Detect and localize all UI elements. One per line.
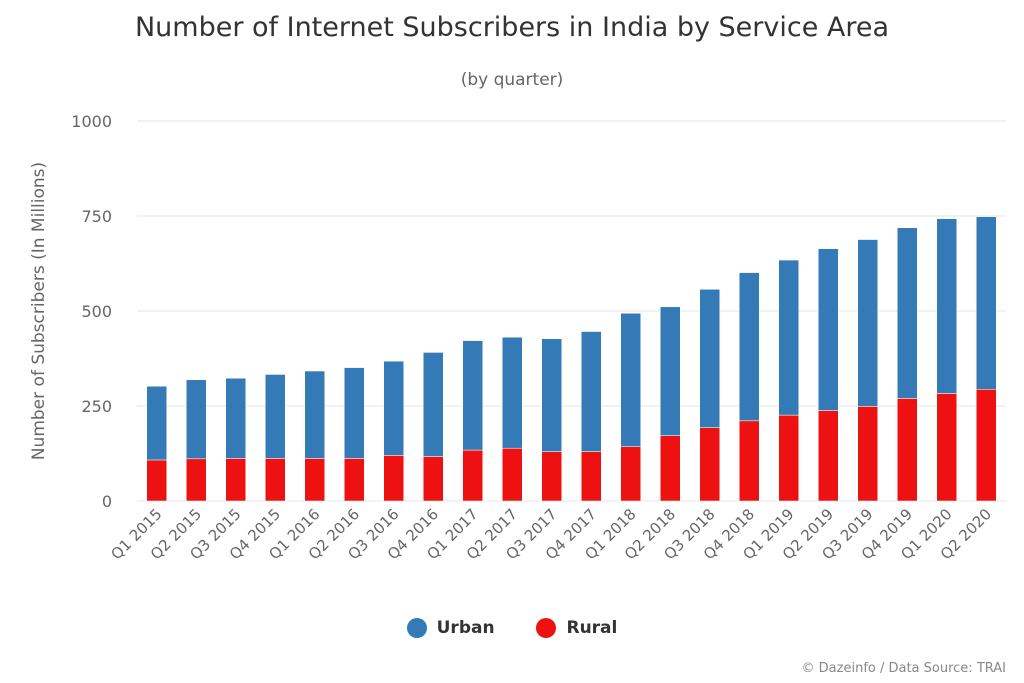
- y-tick-label: 500: [81, 302, 112, 321]
- bar-rural-q3-2017[interactable]: [541, 451, 562, 502]
- bar-rural-q2-2015[interactable]: [186, 458, 207, 502]
- bar-rural-q1-2016[interactable]: [304, 458, 325, 502]
- bar-rural-q3-2016[interactable]: [383, 455, 404, 502]
- bar-urban-q2-2018[interactable]: [660, 306, 681, 436]
- y-tick-label: 1000: [71, 112, 112, 131]
- bar-urban-q1-2016[interactable]: [304, 370, 325, 459]
- bar-urban-q3-2017[interactable]: [541, 338, 562, 452]
- bar-urban-q2-2015[interactable]: [186, 379, 207, 460]
- bar-rural-q1-2018[interactable]: [620, 446, 641, 502]
- bar-urban-q4-2019[interactable]: [897, 227, 918, 399]
- legend: Urban Rural: [0, 618, 1024, 643]
- bar-urban-q4-2018[interactable]: [739, 272, 760, 422]
- bar-urban-q3-2015[interactable]: [225, 378, 246, 459]
- bar-rural-q3-2015[interactable]: [225, 458, 246, 502]
- bar-rural-q2-2016[interactable]: [344, 458, 365, 502]
- legend-marker-urban: [406, 618, 427, 638]
- bar-rural-q2-2019[interactable]: [818, 410, 839, 502]
- bar-rural-q4-2015[interactable]: [265, 458, 286, 502]
- legend-item-urban[interactable]: Urban: [406, 618, 495, 638]
- bar-urban-q2-2019[interactable]: [818, 248, 839, 411]
- bar-rural-q4-2016[interactable]: [423, 456, 444, 502]
- chart-title: Number of Internet Subscribers in India …: [134, 12, 890, 43]
- y-axis-label: Number of Subscribers (In Millions): [29, 162, 49, 460]
- bar-urban-q4-2016[interactable]: [423, 352, 444, 457]
- y-axis-ticks: 0 250 500 750 1000: [71, 112, 112, 511]
- bar-rural-q2-2018[interactable]: [660, 435, 681, 502]
- bar-rural-q4-2017[interactable]: [581, 451, 602, 502]
- bar-rural-q3-2018[interactable]: [699, 427, 720, 502]
- bar-rural-q4-2018[interactable]: [739, 420, 760, 502]
- bar-urban-q1-2020[interactable]: [936, 218, 957, 394]
- bar-urban-q2-2016[interactable]: [344, 367, 365, 459]
- source-credit: © Dazeinfo / Data Source: TRAI: [801, 661, 1006, 676]
- bar-urban-q3-2018[interactable]: [699, 289, 720, 428]
- bar-urban-q2-2020[interactable]: [976, 216, 997, 390]
- bar-urban-q2-2017[interactable]: [502, 336, 523, 449]
- y-tick-label: 0: [102, 492, 112, 511]
- y-tick-label: 750: [81, 207, 112, 226]
- bar-rural-q3-2019[interactable]: [857, 406, 878, 502]
- y-tick-label: 250: [81, 397, 112, 416]
- bar-urban-q1-2017[interactable]: [462, 340, 483, 451]
- bar-rural-q2-2017[interactable]: [502, 447, 523, 502]
- legend-marker-rural: [536, 618, 557, 638]
- bar-rural-q1-2017[interactable]: [462, 449, 483, 502]
- legend-label-rural: Rural: [566, 618, 618, 638]
- bar-rural-q4-2019[interactable]: [897, 398, 918, 502]
- bar-urban-q1-2019[interactable]: [778, 259, 799, 416]
- bar-urban-q4-2017[interactable]: [581, 331, 602, 452]
- bar-rural-q1-2020[interactable]: [936, 393, 957, 502]
- legend-item-rural[interactable]: Rural: [536, 618, 617, 638]
- bar-urban-q1-2015[interactable]: [146, 385, 167, 461]
- bar-urban-q3-2016[interactable]: [383, 360, 404, 456]
- bar-urban-q4-2015[interactable]: [265, 374, 286, 459]
- bar-rural-q1-2019[interactable]: [778, 414, 799, 502]
- chart-subtitle: (by quarter): [460, 70, 564, 90]
- bar-rural-q2-2020[interactable]: [976, 389, 997, 502]
- bar-rural-q1-2015[interactable]: [146, 459, 167, 502]
- bar-urban-q3-2019[interactable]: [857, 239, 878, 407]
- bars: [146, 216, 997, 502]
- legend-label-urban: Urban: [436, 618, 495, 638]
- bar-urban-q1-2018[interactable]: [620, 313, 641, 447]
